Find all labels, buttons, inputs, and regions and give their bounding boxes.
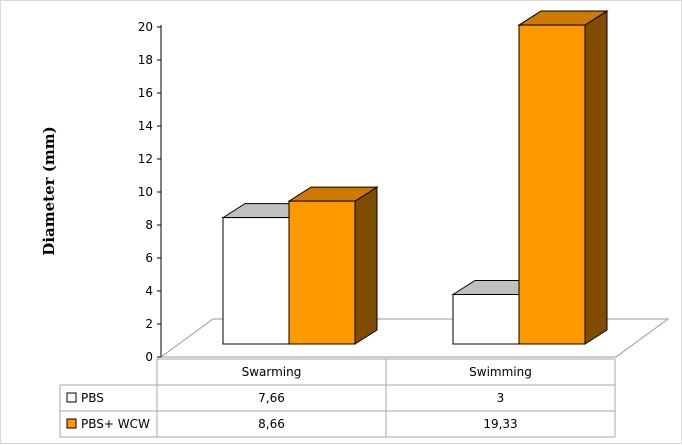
bar-pbs-wcw-swimming [518, 24, 586, 345]
chart-floor [159, 318, 670, 358]
bar-pbs-swarming [222, 217, 290, 345]
y-tick-label: 4 [145, 284, 153, 298]
y-tick-label: 18 [138, 53, 153, 67]
bar-pbs-wcw-swarming [288, 200, 356, 345]
y-axis-ticks: 0 2 4 6 8 10 12 14 16 18 20 [138, 20, 161, 364]
y-tick-label: 12 [138, 152, 153, 166]
table-category-header: Swimming [469, 365, 532, 379]
table-cell-value: 3 [497, 391, 505, 405]
table-cell-value: 19,33 [483, 417, 517, 431]
legend-swatch [66, 418, 77, 429]
y-tick-label: 2 [145, 317, 153, 331]
table-category-header: Swarming [242, 365, 302, 379]
y-tick-label: 20 [138, 20, 153, 34]
y-tick-label: 14 [138, 119, 153, 133]
table-cell-value: 8,66 [258, 417, 285, 431]
chart-walls [159, 25, 670, 358]
y-axis-label: Diameter (mm) [40, 126, 58, 255]
y-tick-label: 0 [145, 350, 153, 364]
legend-swatch [66, 392, 77, 403]
y-tick-label: 8 [145, 218, 153, 232]
y-tick-label: 16 [138, 86, 153, 100]
data-table: Swarming Swimming PBS 7,66 3 PBS+ WCW 8,66 19,3… [59, 358, 616, 438]
table-cell-value: 7,66 [258, 391, 285, 405]
bar-side-pbs-wcw-swimming [584, 10, 608, 345]
bar-pbs-swimming [452, 294, 520, 345]
legend-series-name: PBS [81, 391, 104, 405]
y-tick-label: 10 [138, 185, 153, 199]
bar-side-pbs-wcw-swarming [354, 186, 378, 345]
y-tick-label: 6 [145, 251, 153, 265]
legend-series-name: PBS+ WCW [81, 417, 150, 431]
bars [221, 10, 609, 345]
